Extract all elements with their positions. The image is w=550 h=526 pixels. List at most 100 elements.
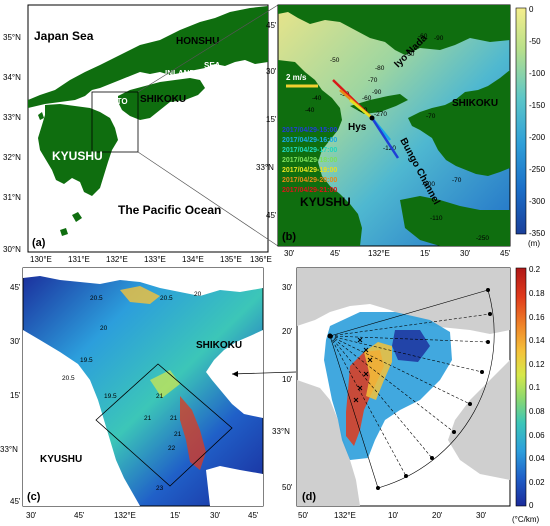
lon-tick: 132°E: [368, 249, 390, 258]
sector-point: [452, 430, 456, 434]
contour-label: -60: [362, 95, 372, 102]
label-shikoku-a: SHIKOKU: [140, 94, 186, 105]
sector-point: [468, 402, 472, 406]
colorbar-d-ticks: 0.2 0.18 0.16 0.14 0.12 0.1 0.08 0.06 0.…: [529, 265, 545, 510]
contour-labels-c: 20.5 20 20 20.5 19.5 20.5 19.5 21 21 21 …: [62, 291, 202, 492]
front-cross: [363, 347, 369, 353]
lon-tick: 133°E: [144, 255, 166, 264]
panel-b-letter: (b): [282, 231, 296, 243]
time-entry: 2017/04/29-15:00: [282, 127, 337, 134]
colorbar-tick: 0.14: [529, 336, 545, 345]
connector-arrow: [231, 371, 297, 375]
contour-label: -60: [418, 33, 428, 40]
contour-label: -70: [368, 77, 378, 84]
connector-line: [137, 151, 279, 247]
lon-tick: 136°E: [250, 255, 272, 264]
time-entry: 2017/04/29-18:00: [282, 157, 337, 164]
colorbar-b-unit: (m): [528, 239, 540, 248]
colorbar-tick: 0.12: [529, 360, 545, 369]
lon-tick: 132°E: [334, 511, 356, 520]
lon-tick: 131°E: [68, 255, 90, 264]
contour-label: 19.5: [80, 357, 93, 364]
front-cross: [353, 397, 359, 403]
contour-label: 22: [168, 445, 176, 452]
lat-tick: 45': [266, 211, 277, 220]
sector-point: [480, 370, 484, 374]
label-japan-sea: Japan Sea: [34, 29, 94, 43]
label-inland: INLAND: [165, 69, 195, 78]
scale-label: 2 m/s: [286, 73, 307, 82]
zoom-box-a: [91, 91, 139, 153]
time-entry: 2017/04/29-16:00: [282, 137, 337, 144]
contour-label: -120: [383, 145, 396, 152]
contour-label: 21: [156, 393, 164, 400]
colorbar-tick: 0.06: [529, 431, 545, 440]
land-c-kyushu: [23, 330, 140, 506]
contour-label: -40: [305, 107, 315, 114]
lat-tick: 33°N: [0, 445, 18, 454]
lat-tick: 15': [266, 115, 277, 124]
lat-tick: 15': [10, 391, 21, 400]
lon-tick: 50': [298, 511, 309, 520]
lat-tick: 30': [10, 337, 21, 346]
sector-fan: [329, 289, 495, 489]
sector-line: [329, 335, 407, 477]
colorbar-tick: 0.02: [529, 478, 545, 487]
contour-label: 21: [144, 415, 152, 422]
contour-label: 20: [100, 325, 108, 332]
lat-tick: 30': [282, 283, 293, 292]
contour-label: -250: [476, 235, 489, 242]
colorbar-tick: -100: [529, 69, 546, 78]
sector-point: [404, 474, 408, 478]
land-b-kyushu: [278, 60, 362, 246]
sector-point: [430, 456, 434, 460]
panel-b-lat-ticks: 45' 30' 15' 33°N 45': [256, 21, 277, 220]
velocity-arrow: [349, 99, 373, 119]
lat-tick: 45': [10, 283, 21, 292]
contour-label: -60: [405, 51, 415, 58]
lon-tick: 135°E: [220, 255, 242, 264]
kyushu-landmass: [38, 104, 118, 196]
colorbar-b-ticks: 0 -50 -100 -150 -200 -250 -300 -350: [529, 5, 546, 238]
contour-label: 23: [156, 485, 164, 492]
sector-line: [329, 335, 483, 373]
label-kyushu-a: KYUSHU: [52, 149, 103, 163]
sector-endpoints: [327, 288, 492, 490]
lat-tick: 45': [266, 21, 277, 30]
front-cross: [363, 371, 369, 377]
contour-label: 20.5: [62, 375, 75, 382]
lon-tick: 30': [26, 511, 37, 520]
panel-d-lat-ticks: 30' 20' 10' 33°N 50': [272, 283, 293, 492]
lat-tick: 30°N: [3, 245, 21, 254]
zoom-box-c: [95, 363, 233, 487]
lat-tick: 32°N: [3, 153, 21, 162]
panel-c-lat-ticks: 45' 30' 15' 33°N 45': [0, 283, 21, 506]
lat-tick: 33°N: [3, 113, 21, 122]
lat-tick: 20': [282, 327, 293, 336]
land-c-south-right: [206, 466, 263, 506]
colorbar-tick: 0.1: [529, 383, 541, 392]
panel-b: -50 -40 -50 -60 -60 -70 -80 -40 -90 -60 …: [256, 4, 546, 258]
colorbar-tick: -150: [529, 101, 546, 110]
label-pacific: The Pacific Ocean: [118, 203, 221, 217]
colorbar-tick: 0.08: [529, 407, 545, 416]
colorbar-tick: -200: [529, 133, 546, 142]
colorbar-tick: -350: [529, 229, 546, 238]
land-d-south: [297, 380, 360, 506]
contour-label: 20.5: [90, 295, 103, 302]
colorbar-tick: 0.2: [529, 265, 541, 274]
panel-c-letter: (c): [27, 491, 41, 503]
sector-point: [486, 340, 490, 344]
front-cross: [357, 337, 363, 343]
colorbar-tick: 0.04: [529, 454, 545, 463]
label-seto: SETO: [106, 97, 128, 106]
land-c-north: [23, 268, 263, 296]
panel-c-lon-ticks: 30' 45' 132°E 15' 30' 45': [26, 511, 259, 520]
contour-label: -110: [430, 215, 443, 222]
time-legend: 2017/04/29-15:00 2017/04/29-16:00 2017/0…: [282, 127, 337, 194]
contour-label: -100: [422, 181, 435, 188]
sector-line: [329, 335, 433, 459]
lat-tick: 45': [10, 497, 21, 506]
panel-a: Japan Sea HONSHU INLAND SEA SETO SHIKOKU…: [3, 4, 272, 264]
